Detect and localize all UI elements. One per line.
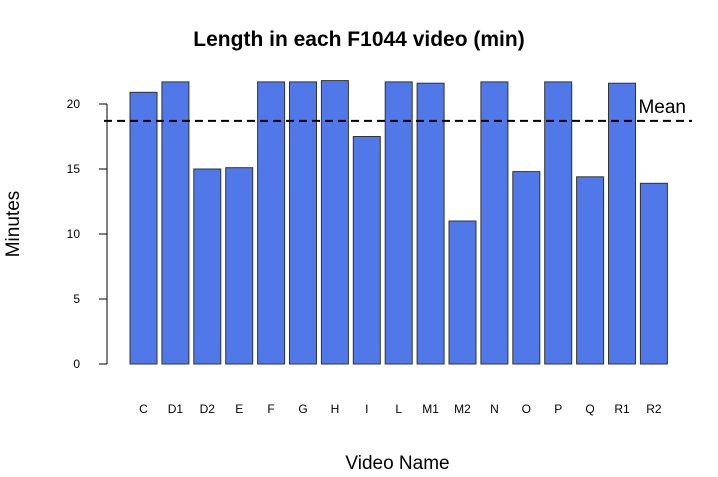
y-tick-label: 0 (73, 357, 80, 371)
bar-n (480, 81, 509, 365)
bar-l (384, 81, 413, 365)
x-tick-label: I (365, 402, 368, 416)
x-tick-label: F (267, 402, 274, 416)
bar-e (225, 167, 254, 365)
x-tick-label: E (235, 402, 243, 416)
x-tick-labels: C D1 D2 E F G H I L M1 M2 N O P Q R1 R2 (139, 402, 662, 416)
y-axis-label: Minutes (3, 190, 24, 258)
mean-group: Mean (104, 97, 692, 122)
bar-o (512, 171, 541, 365)
bar-m2 (448, 220, 477, 365)
x-tick-label: G (298, 402, 307, 416)
y-tick-label: 15 (67, 162, 81, 176)
x-tick-label: D1 (168, 402, 184, 416)
bar-c (129, 91, 158, 365)
bars (129, 80, 668, 365)
x-tick-label: Q (585, 402, 594, 416)
bar-d2 (193, 168, 222, 365)
x-tick-label: L (395, 402, 402, 416)
bar-f (257, 81, 286, 365)
mean-label: Mean (638, 97, 686, 118)
x-tick-label: M1 (422, 402, 439, 416)
y-tick-label: 5 (73, 292, 80, 306)
bar-p (544, 81, 573, 365)
chart-title: Length in each F1044 video (min) (193, 28, 525, 51)
bar-q (576, 176, 605, 365)
bar-d1 (161, 81, 190, 365)
bar-h (320, 80, 349, 365)
x-tick-label: R2 (646, 402, 662, 416)
y-axis: 0 5 10 15 20 (67, 97, 108, 371)
x-tick-label: D2 (200, 402, 216, 416)
bar-r2 (639, 182, 668, 365)
bar-i (352, 136, 381, 365)
bar-m1 (416, 82, 445, 365)
y-tick-label: 20 (67, 97, 81, 111)
bar-g (289, 81, 317, 365)
x-tick-label: M2 (454, 402, 471, 416)
x-tick-label: R1 (614, 402, 630, 416)
bar-r1 (608, 82, 636, 365)
x-tick-label: N (490, 402, 499, 416)
x-tick-label: O (522, 402, 531, 416)
x-tick-label: H (331, 402, 340, 416)
y-tick-label: 10 (67, 227, 81, 241)
x-axis-label: Video Name (345, 453, 450, 474)
x-tick-label: P (554, 402, 562, 416)
x-tick-label: C (139, 402, 148, 416)
